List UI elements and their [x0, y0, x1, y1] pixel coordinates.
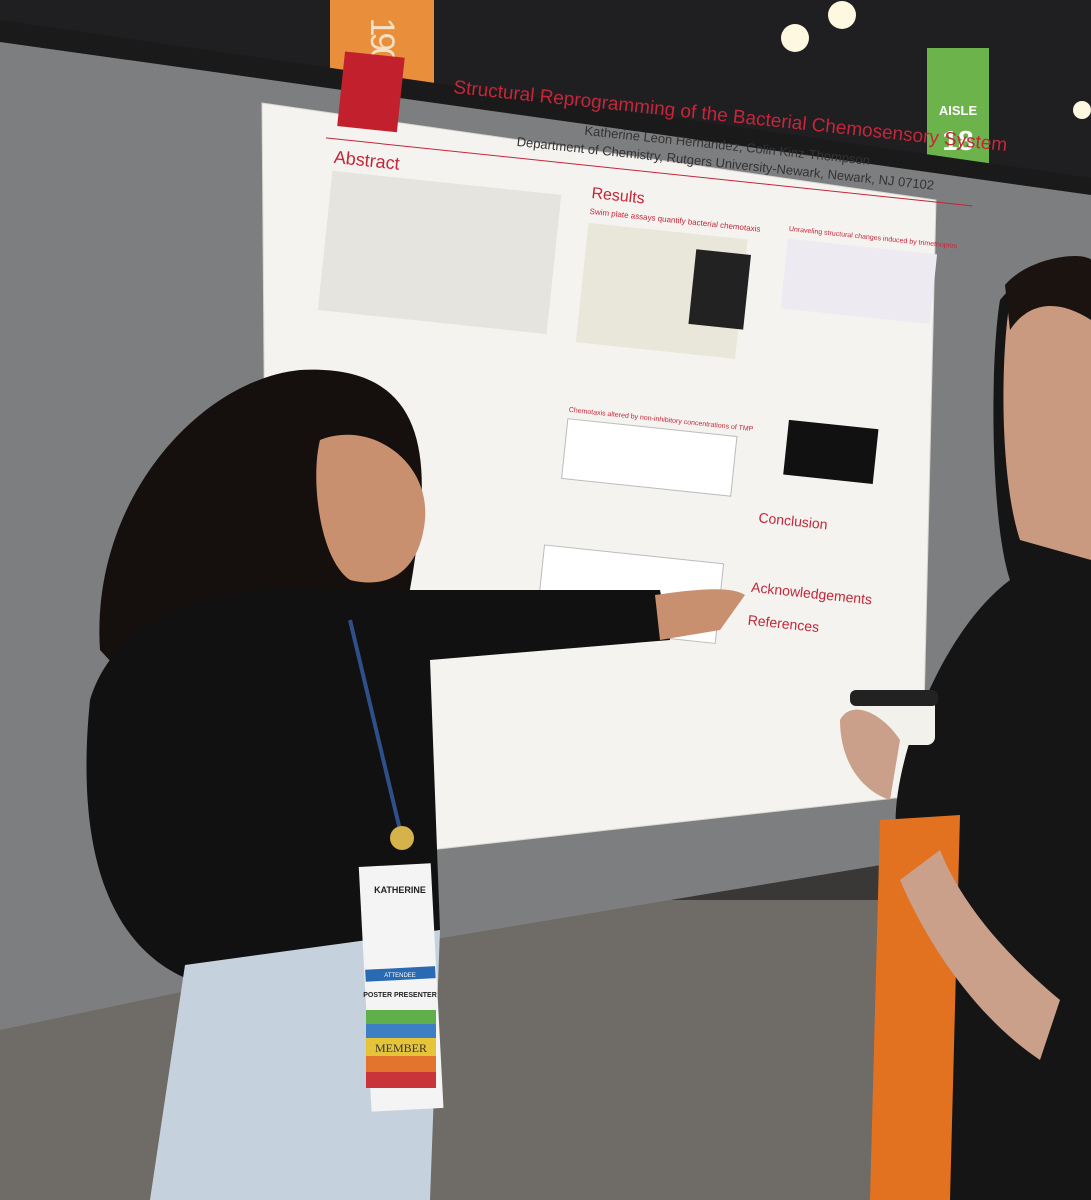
- ribbon: [366, 1010, 436, 1024]
- person-right-hair: [1005, 255, 1091, 330]
- lanyard: [348, 619, 402, 831]
- ribbon: [366, 1024, 436, 1038]
- section-heading: Conclusion: [758, 509, 829, 532]
- badge-role: POSTER PRESENTER: [363, 992, 437, 999]
- person-right-arm: [900, 850, 1060, 1060]
- figure: [780, 238, 938, 325]
- sign-label: AISLE: [939, 103, 978, 118]
- sign-number: 18: [942, 125, 973, 156]
- section-heading: Results: [591, 185, 646, 207]
- badge-band: [365, 966, 436, 982]
- person-right-hand: [840, 709, 900, 800]
- figure-image: [783, 419, 879, 484]
- presenter-hand: [655, 589, 745, 640]
- board-frame: [0, 20, 1091, 195]
- figure-image: [688, 249, 751, 330]
- text-block: [317, 170, 562, 335]
- university-logo: [337, 51, 405, 133]
- ribbon: [366, 1038, 436, 1056]
- badge-pin: [390, 826, 414, 850]
- figure: [561, 418, 738, 497]
- badge-tag: ATTENDEE: [384, 973, 416, 979]
- badge-name: KATHERINE: [374, 885, 426, 895]
- presenter-face: [316, 434, 426, 583]
- section-heading: References: [747, 612, 820, 635]
- presenter-top: [86, 587, 670, 980]
- person-right-face: [1003, 288, 1091, 560]
- ceiling-light: [781, 24, 809, 52]
- ceiling-light: [1073, 101, 1091, 119]
- ribbon: [366, 1056, 436, 1072]
- ribbon: [366, 1072, 436, 1088]
- ceiling-light: [828, 1, 856, 29]
- ribbon-text: MEMBER: [375, 1041, 427, 1055]
- coffee-lid: [850, 690, 938, 706]
- divider: [325, 137, 973, 207]
